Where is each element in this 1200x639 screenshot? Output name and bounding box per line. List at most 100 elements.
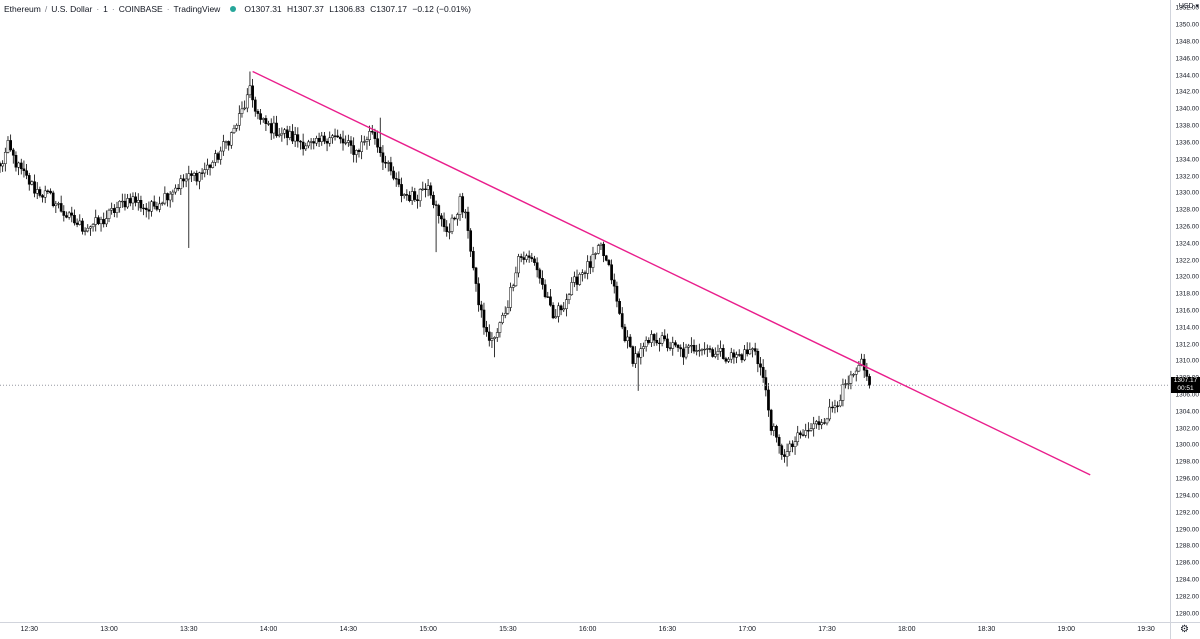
candle-body <box>796 432 800 442</box>
candle-body <box>862 358 866 371</box>
price-tick-label: 1280.00 <box>1175 610 1200 618</box>
candle-body <box>620 313 624 328</box>
candle-body <box>70 212 74 216</box>
candle-body <box>381 152 385 163</box>
candle-body <box>713 353 717 357</box>
interval-label[interactable]: 1 <box>103 4 108 14</box>
last-price-value: 1307.17 <box>1173 377 1198 385</box>
candle-body <box>817 421 821 426</box>
candle-body <box>841 384 845 401</box>
candle-body <box>772 426 776 431</box>
candle-body <box>482 309 486 328</box>
candlestick-chart[interactable] <box>0 0 1170 622</box>
candle-body <box>743 349 746 361</box>
candle-body <box>852 374 855 376</box>
candle-body <box>410 191 414 201</box>
candle-body <box>522 257 526 260</box>
price-tick-label: 1328.00 <box>1175 206 1200 214</box>
candle-body <box>309 141 313 143</box>
candle-body <box>479 304 483 311</box>
candle-body <box>232 128 236 133</box>
candle-body <box>118 201 122 208</box>
candle-body <box>394 178 398 180</box>
candle-body <box>91 224 95 228</box>
candle-body <box>83 230 87 232</box>
symbol-name[interactable]: Ethereum <box>4 4 41 14</box>
gear-icon[interactable]: ⚙ <box>1180 624 1189 635</box>
time-tick-label: 15:30 <box>499 626 517 633</box>
candle-body <box>525 255 528 260</box>
candle-body <box>759 363 762 368</box>
candle-body <box>623 326 627 341</box>
price-scale[interactable]: USD ▾ 1280.00 1282.00 1284.00 1286.00 1288.0… <box>1170 0 1200 622</box>
candle-body <box>211 162 215 168</box>
time-tick-label: 18:00 <box>897 626 916 633</box>
candle-body <box>392 170 395 179</box>
candle-body <box>365 139 369 142</box>
candle-body <box>442 218 446 228</box>
candle-body <box>732 352 736 358</box>
candle-body <box>578 274 582 285</box>
candle-body <box>240 108 244 114</box>
candle-body <box>128 198 132 204</box>
candle-body <box>607 260 611 265</box>
time-tick-label: 14:00 <box>259 626 278 633</box>
candle-body <box>434 204 438 206</box>
candle-body <box>107 209 111 219</box>
candle-body <box>612 279 616 287</box>
candle-body <box>370 131 374 133</box>
candle-body <box>376 138 379 148</box>
time-tick-label: 13:00 <box>100 626 118 633</box>
candle-body <box>557 305 560 317</box>
currency-selector[interactable]: USD ▾ <box>1179 2 1199 10</box>
candle-body <box>495 332 499 338</box>
candle-body <box>402 194 406 196</box>
candle-body <box>67 212 71 218</box>
candle-body <box>352 145 356 155</box>
candle-body <box>551 304 555 319</box>
candle-body <box>259 113 262 120</box>
candle-body <box>807 430 810 432</box>
candle-body <box>229 132 233 146</box>
legend-separator: · <box>111 4 115 14</box>
candle-body <box>588 261 592 268</box>
candle-body <box>634 353 637 364</box>
candle-body <box>604 255 608 261</box>
change-value: −0.12 (−0.01%) <box>412 4 471 14</box>
candle-body <box>299 140 302 143</box>
candle-body <box>538 269 542 279</box>
candle-body <box>509 287 512 308</box>
price-tick-label: 1298.00 <box>1175 458 1200 466</box>
candle-body <box>719 348 722 352</box>
candle-body <box>541 278 544 285</box>
trendline[interactable] <box>252 70 1091 476</box>
candle-body <box>99 219 103 225</box>
time-tick-label: 12:30 <box>20 626 39 633</box>
time-scale[interactable]: 12:30 13:00 13:30 14:00 14:30 15:00 15:30 16:00… <box>0 622 1170 639</box>
price-tick-label: 1296.00 <box>1175 475 1200 483</box>
price-tick-label: 1344.00 <box>1175 72 1200 80</box>
candle-body <box>416 199 419 202</box>
candle-body <box>115 207 119 213</box>
candle-body <box>339 136 342 140</box>
candle-body <box>182 178 185 182</box>
candle-body <box>764 377 768 391</box>
candle-body <box>535 262 539 271</box>
candle-body <box>14 155 18 168</box>
candle-body <box>386 162 390 164</box>
candle-body <box>424 188 427 190</box>
ohlc-values: O1307.31 H1307.37 L1306.83 C1307.17 −0.1… <box>244 3 474 15</box>
settings-corner[interactable] <box>1170 622 1200 639</box>
candle-body <box>703 348 707 351</box>
candle-body <box>110 208 114 211</box>
candle-body <box>674 342 677 346</box>
candle-body <box>261 118 265 120</box>
candle-body <box>549 296 552 306</box>
candle-body <box>642 346 645 349</box>
chart-pane[interactable]: Ethereum / U.S. Dollar · 1 · COINBASE · … <box>0 0 1170 622</box>
candle-body <box>527 255 531 258</box>
candle-body <box>304 145 308 150</box>
candle-body <box>235 125 239 129</box>
time-tick-label: 17:00 <box>738 626 756 633</box>
time-tick-label: 16:30 <box>658 626 677 633</box>
